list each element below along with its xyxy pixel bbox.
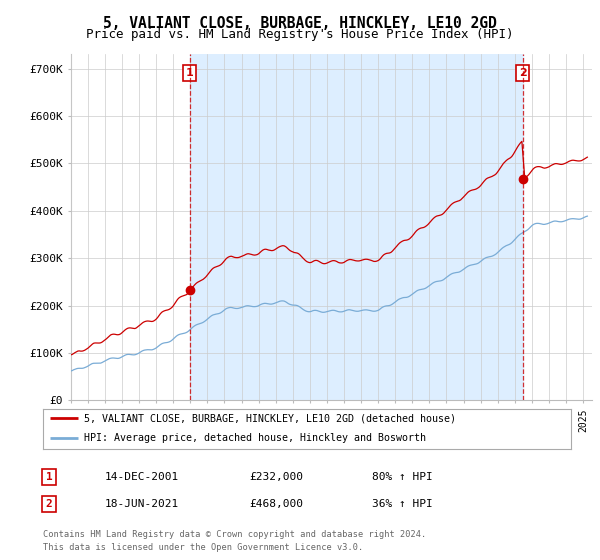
Text: This data is licensed under the Open Government Licence v3.0.: This data is licensed under the Open Gov… — [43, 543, 364, 552]
Text: 2: 2 — [46, 499, 53, 509]
Text: 5, VALIANT CLOSE, BURBAGE, HINCKLEY, LE10 2GD (detached house): 5, VALIANT CLOSE, BURBAGE, HINCKLEY, LE1… — [85, 413, 457, 423]
Text: HPI: Average price, detached house, Hinckley and Bosworth: HPI: Average price, detached house, Hinc… — [85, 433, 427, 443]
Text: 5, VALIANT CLOSE, BURBAGE, HINCKLEY, LE10 2GD: 5, VALIANT CLOSE, BURBAGE, HINCKLEY, LE1… — [103, 16, 497, 31]
Text: 36% ↑ HPI: 36% ↑ HPI — [372, 499, 433, 509]
Text: 2: 2 — [519, 68, 526, 78]
Text: Price paid vs. HM Land Registry's House Price Index (HPI): Price paid vs. HM Land Registry's House … — [86, 28, 514, 41]
Text: 80% ↑ HPI: 80% ↑ HPI — [372, 472, 433, 482]
Text: 1: 1 — [186, 68, 194, 78]
Text: £232,000: £232,000 — [249, 472, 303, 482]
Text: £468,000: £468,000 — [249, 499, 303, 509]
Text: 14-DEC-2001: 14-DEC-2001 — [105, 472, 179, 482]
Bar — [190, 54, 523, 400]
Text: Contains HM Land Registry data © Crown copyright and database right 2024.: Contains HM Land Registry data © Crown c… — [43, 530, 427, 539]
Text: 18-JUN-2021: 18-JUN-2021 — [105, 499, 179, 509]
Text: 1: 1 — [46, 472, 53, 482]
